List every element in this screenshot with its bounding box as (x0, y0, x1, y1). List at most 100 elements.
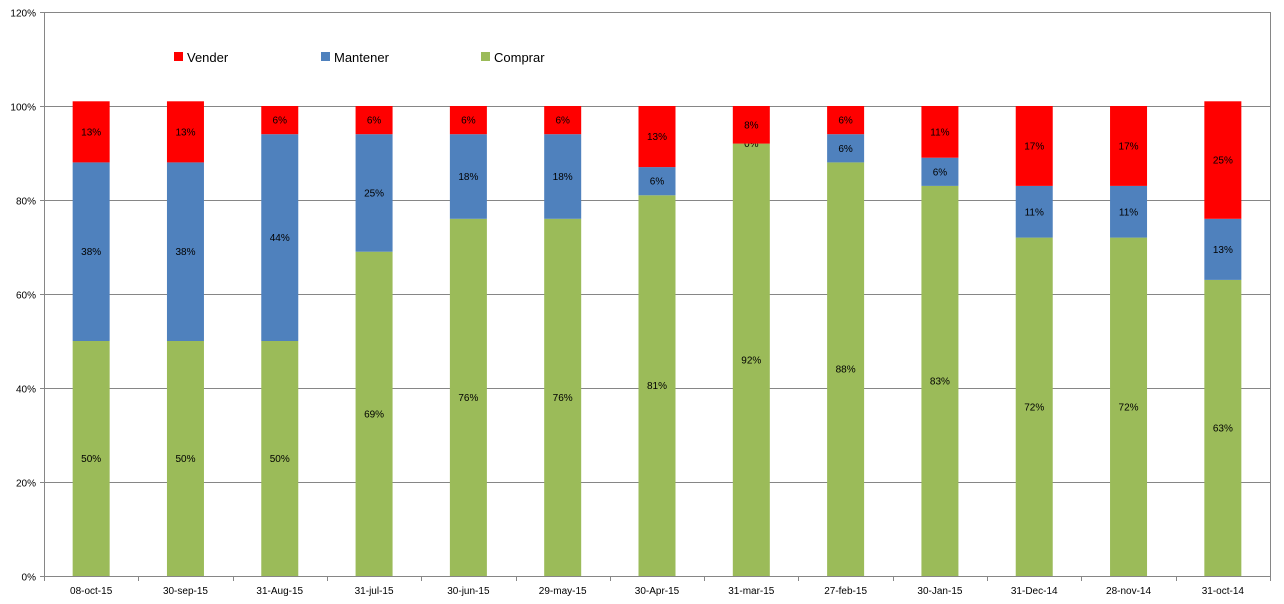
x-tick-label: 28-nov-14 (1106, 586, 1151, 597)
data-label-comprar: 63% (1213, 423, 1233, 434)
bar-stack: 76% 18% 6% (449, 106, 487, 577)
data-label-vender: 17% (1119, 141, 1139, 152)
data-label-mantener: 13% (1213, 245, 1233, 256)
bar-segment-comprar (1015, 237, 1053, 576)
data-label-comprar: 92% (741, 355, 761, 366)
legend-label: Mantener (334, 50, 390, 65)
data-label-vender: 6% (838, 116, 853, 127)
data-label-vender: 13% (81, 127, 101, 138)
data-label-mantener: 25% (364, 188, 384, 199)
bar-segment-vender (544, 106, 582, 135)
bar-stack: 69% 25% 6% (355, 106, 393, 576)
bar-stack: 88% 6% 6% (827, 106, 865, 576)
x-tick-label: 27-feb-15 (824, 586, 867, 597)
data-label-vender: 13% (647, 132, 667, 143)
bar-stack: 92% 0% 8% (732, 106, 770, 576)
bar-segment-vender (1015, 106, 1053, 186)
bar-segment-comprar (261, 341, 299, 576)
data-label-comprar: 50% (270, 454, 290, 465)
bar-segment-comprar (921, 185, 959, 576)
bar-stack: 63% 13% 25% (1204, 101, 1242, 576)
legend: Vender Mantener Comprar (174, 50, 545, 65)
data-label-vender: 11% (930, 127, 949, 138)
y-tick-label: 0% (22, 573, 37, 584)
data-label-mantener: 6% (650, 177, 665, 188)
x-tick-label: 29-may-15 (539, 586, 587, 597)
bar-segment-vender (261, 106, 299, 135)
x-tick-label: 30-Apr-15 (635, 586, 680, 597)
legend-item-mantener: Mantener (321, 50, 390, 65)
x-tick-label: 31-mar-15 (728, 586, 775, 597)
data-label-comprar: 83% (930, 376, 950, 387)
data-label-comprar: 50% (81, 454, 101, 465)
data-label-comprar: 50% (175, 454, 195, 465)
y-tick-label: 120% (10, 9, 36, 20)
axes: 0% 20% 40% 60% 80% 100% 120% 08-oct-15 30-sep-15… (10, 9, 1271, 597)
bar-stack: 50% 38% 13% (166, 101, 204, 576)
bar-segment-mantener (355, 134, 393, 252)
bar-segment-mantener (72, 162, 110, 341)
bar-stack: 72% 11% 17% (1015, 106, 1053, 576)
bar-segment-mantener (166, 162, 204, 341)
data-label-mantener: 11% (1119, 207, 1138, 218)
bar-segment-comprar (732, 143, 770, 576)
x-tick-label: 30-Jan-15 (917, 586, 962, 597)
bar-segment-vender (355, 106, 393, 135)
bar-segment-mantener (1204, 218, 1242, 280)
bar-segment-mantener (638, 167, 676, 196)
y-tick-label: 20% (16, 479, 36, 490)
bar-stack: 83% 6% 11% (921, 106, 959, 576)
bar-stack: 50% 38% 13% (72, 101, 110, 576)
data-label-vender: 25% (1213, 156, 1233, 167)
data-label-comprar: 69% (364, 409, 384, 420)
legend-swatch (321, 52, 330, 61)
bar-segment-vender (1204, 101, 1242, 219)
data-label-comprar: 72% (1119, 402, 1139, 413)
bar-segment-mantener (1015, 185, 1053, 238)
data-label-mantener: 11% (1025, 207, 1044, 218)
bar-segment-vender (638, 106, 676, 168)
bar-segment-mantener (544, 134, 582, 219)
bar-segment-comprar (449, 218, 487, 577)
bar-segment-comprar (72, 341, 110, 576)
x-tick-label: 31-oct-14 (1202, 586, 1245, 597)
x-tick-label: 08-oct-15 (70, 586, 113, 597)
bar-segment-vender (827, 106, 865, 135)
y-tick-label: 100% (10, 103, 36, 114)
bar-segment-mantener (827, 134, 865, 163)
bar-segment-vender (732, 106, 770, 144)
x-tick-label: 31-jul-15 (355, 586, 394, 597)
bar-stack: 72% 11% 17% (1110, 106, 1148, 576)
legend-swatch (481, 52, 490, 61)
legend-label: Comprar (494, 50, 545, 65)
bar-segment-mantener (921, 157, 959, 186)
bar-segment-mantener (449, 134, 487, 219)
data-label-vender: 13% (175, 127, 195, 138)
data-label-vender: 6% (555, 116, 570, 127)
legend-label: Vender (187, 50, 229, 65)
y-tick-label: 80% (16, 197, 36, 208)
legend-item-comprar: Comprar (481, 50, 545, 65)
bar-segment-vender (449, 106, 487, 135)
bar-stack: 76% 18% 6% (544, 106, 582, 577)
x-tick-label: 31-Dec-14 (1011, 586, 1058, 597)
data-label-comprar: 72% (1024, 402, 1044, 413)
data-label-comprar: 88% (836, 365, 856, 376)
data-label-vender: 8% (744, 120, 759, 131)
data-label-comprar: 81% (647, 381, 667, 392)
bar-stack: 50% 44% 6% (261, 106, 299, 576)
bar-segment-vender (1110, 106, 1148, 186)
data-label-mantener: 38% (175, 247, 195, 258)
bar-segment-mantener (261, 134, 299, 341)
bar-segment-comprar (827, 162, 865, 576)
bar-segment-vender (921, 106, 959, 158)
data-label-comprar: 76% (553, 393, 573, 404)
data-label-vender: 6% (367, 116, 382, 127)
legend-item-vender: Vender (174, 50, 229, 65)
data-label-mantener: 6% (838, 144, 853, 155)
bar-segment-comprar (1110, 237, 1148, 576)
data-label-mantener: 44% (270, 233, 290, 244)
data-label-mantener: 6% (933, 167, 948, 178)
